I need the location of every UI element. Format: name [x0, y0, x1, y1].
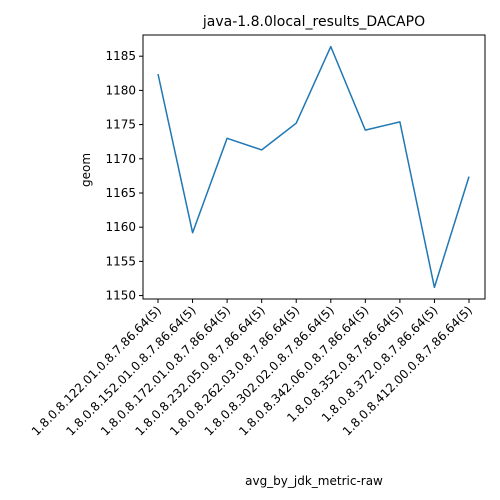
chart-title: java-1.8.0local_results_DACAPO	[202, 14, 425, 30]
y-tick-label: 1170	[105, 152, 136, 166]
plot-area	[142, 34, 486, 300]
y-tick-label: 1155	[105, 254, 136, 268]
y-tick-label: 1150	[105, 289, 136, 303]
y-tick-label: 1175	[105, 118, 136, 132]
y-tick-label: 1185	[105, 49, 136, 63]
series-line	[157, 45, 470, 289]
x-axis-label: avg_by_jdk_metric-raw	[245, 474, 383, 488]
y-tick-label: 1165	[105, 186, 136, 200]
y-axis-label: geom	[79, 153, 93, 187]
x-axis: 1.8.0.8.122.01.0.8.7.86.64(5)1.8.0.8.152…	[29, 299, 475, 439]
y-tick-label: 1180	[105, 83, 136, 97]
axes-frame	[142, 34, 486, 300]
y-tick-label: 1160	[105, 220, 136, 234]
y-axis: 1150 1155 1160 1165 1170 1175 1180 1185	[105, 49, 143, 303]
